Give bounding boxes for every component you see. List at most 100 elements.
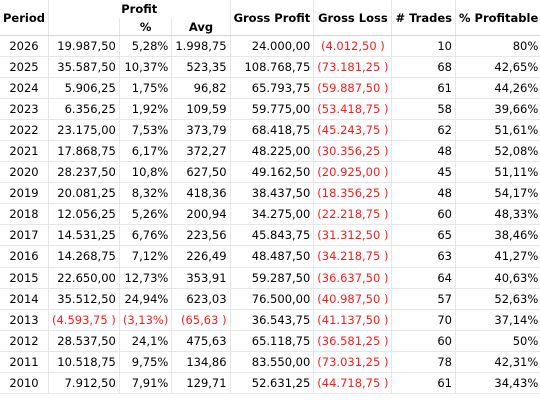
- cell-pct-profitable[interactable]: 41,27%: [455, 245, 540, 268]
- cell-profit[interactable]: 14.531,25: [48, 224, 120, 247]
- cell-pct-profitable[interactable]: 54,17%: [455, 182, 540, 205]
- cell-gross-profit[interactable]: 36.543,75: [230, 309, 315, 331]
- cell-trades[interactable]: 78: [391, 351, 456, 373]
- cell-pct-profitable[interactable]: 39,66%: [455, 98, 540, 121]
- cell-trades[interactable]: 10: [391, 35, 456, 58]
- cell-pct[interactable]: 10,8%: [119, 161, 173, 184]
- cell-pct[interactable]: 7,12%: [119, 245, 173, 268]
- cell-gross-profit[interactable]: 34.275,00: [230, 203, 315, 226]
- cell-trades[interactable]: 70: [391, 309, 456, 331]
- cell-gross-loss[interactable]: (36.637,50 ): [313, 267, 393, 289]
- cell-period[interactable]: 2011: [0, 351, 49, 373]
- cell-pct-profitable[interactable]: 48,33%: [455, 203, 540, 226]
- cell-avg[interactable]: 627,50: [171, 161, 231, 184]
- cell-pct-profitable[interactable]: 44,26%: [455, 77, 540, 100]
- cell-pct[interactable]: 1,92%: [119, 98, 173, 121]
- table-row[interactable]: 2013 (4.593,75 ) (3,13%) (65,63 ) 36.543,75(…: [0, 309, 540, 331]
- cell-trades[interactable]: 58: [391, 98, 456, 121]
- table-row[interactable]: 2015 22.650,00 12,73% 353,91 59.287,50 (36.63…: [0, 267, 540, 289]
- table-row[interactable]: 2024 5.906,25 1,75% 96,82 65.793,75 (59.887,5…: [0, 77, 540, 100]
- cell-pct-profitable[interactable]: 80%: [455, 35, 540, 58]
- cell-gross-loss[interactable]: (73.031,25 ): [313, 351, 393, 373]
- cell-gross-profit[interactable]: 38.437,50: [230, 182, 315, 205]
- cell-avg[interactable]: (65,63 ): [171, 309, 231, 331]
- cell-pct-profitable[interactable]: 51,11%: [455, 161, 540, 184]
- cell-period[interactable]: 2018: [0, 203, 49, 226]
- cell-gross-profit[interactable]: 48.225,00: [230, 140, 315, 163]
- header-trades[interactable]: # Trades: [391, 0, 456, 36]
- header-gross-profit[interactable]: Gross Profit: [230, 0, 315, 36]
- cell-trades[interactable]: 64: [391, 267, 456, 289]
- cell-pct-profitable[interactable]: 37,14%: [455, 309, 540, 331]
- cell-profit[interactable]: (4.593,75 ): [48, 309, 120, 331]
- cell-profit[interactable]: 35.512,50: [48, 288, 120, 310]
- cell-period[interactable]: 2026: [0, 35, 49, 58]
- cell-profit[interactable]: 22.650,00: [48, 267, 120, 289]
- cell-avg[interactable]: 1.998,75: [171, 35, 231, 58]
- cell-period[interactable]: 2024: [0, 77, 49, 100]
- cell-pct[interactable]: 8,32%: [119, 182, 173, 205]
- header-avg[interactable]: Avg: [171, 18, 231, 36]
- table-row[interactable]: 2017 14.531,25 6,76% 223,56 45.843,75 (31.312…: [0, 224, 540, 247]
- cell-avg[interactable]: 223,56: [171, 224, 231, 247]
- cell-period[interactable]: 2014: [0, 288, 49, 310]
- cell-trades[interactable]: 48: [391, 182, 456, 205]
- cell-pct-profitable[interactable]: 34,43%: [455, 372, 540, 394]
- cell-profit[interactable]: 14.268,75: [48, 245, 120, 268]
- cell-pct[interactable]: 7,53%: [119, 119, 173, 142]
- cell-period[interactable]: 2023: [0, 98, 49, 121]
- header-pct[interactable]: %: [119, 18, 173, 36]
- cell-pct[interactable]: 1,75%: [119, 77, 173, 100]
- cell-trades[interactable]: 65: [391, 224, 456, 247]
- cell-avg[interactable]: 373,79: [171, 119, 231, 142]
- cell-gross-profit[interactable]: 65.118,75: [230, 330, 315, 352]
- cell-avg[interactable]: 129,71: [171, 372, 231, 394]
- table-row[interactable]: 2010 7.912,50 7,91% 129,71 52.631,25 (44.718,…: [0, 372, 540, 394]
- cell-pct[interactable]: 24,1%: [119, 330, 173, 352]
- cell-gross-loss[interactable]: (31.312,50 ): [313, 224, 393, 247]
- cell-gross-loss[interactable]: (44.718,75 ): [313, 372, 393, 394]
- cell-gross-loss[interactable]: (73.181,25 ): [313, 56, 393, 79]
- cell-gross-loss[interactable]: (4.012,50 ): [313, 35, 393, 58]
- cell-profit[interactable]: 35.587,50: [48, 56, 120, 79]
- cell-pct[interactable]: 6,76%: [119, 224, 173, 247]
- cell-gross-profit[interactable]: 108.768,75: [230, 56, 315, 79]
- cell-trades[interactable]: 62: [391, 119, 456, 142]
- cell-trades[interactable]: 48: [391, 140, 456, 163]
- cell-profit[interactable]: 28.237,50: [48, 161, 120, 184]
- table-row[interactable]: 2020 28.237,50 10,8% 627,50 49.162,50 (20.925…: [0, 161, 540, 184]
- cell-period[interactable]: 2022: [0, 119, 49, 142]
- cell-pct-profitable[interactable]: 51,61%: [455, 119, 540, 142]
- cell-gross-profit[interactable]: 59.287,50: [230, 267, 315, 289]
- cell-period[interactable]: 2020: [0, 161, 49, 184]
- table-row[interactable]: 2012 28.537,50 24,1% 475,63 65.118,75 (36.581…: [0, 330, 540, 352]
- cell-pct[interactable]: 9,75%: [119, 351, 173, 373]
- cell-gross-profit[interactable]: 24.000,00: [230, 35, 315, 58]
- cell-gross-loss[interactable]: (36.581,25 ): [313, 330, 393, 352]
- cell-pct-profitable[interactable]: 42,65%: [455, 56, 540, 79]
- cell-trades[interactable]: 61: [391, 77, 456, 100]
- cell-avg[interactable]: 226,49: [171, 245, 231, 268]
- cell-pct[interactable]: 5,26%: [119, 203, 173, 226]
- cell-period[interactable]: 2010: [0, 372, 49, 394]
- cell-pct[interactable]: 7,91%: [119, 372, 173, 394]
- cell-profit[interactable]: 6.356,25: [48, 98, 120, 121]
- cell-pct[interactable]: 5,28%: [119, 35, 173, 58]
- cell-profit[interactable]: 17.868,75: [48, 140, 120, 163]
- table-row[interactable]: 2022 23.175,00 7,53% 373,79 68.418,75 (45.243…: [0, 119, 540, 142]
- cell-profit[interactable]: 5.906,25: [48, 77, 120, 100]
- cell-gross-loss[interactable]: (45.243,75 ): [313, 119, 393, 142]
- cell-gross-profit[interactable]: 45.843,75: [230, 224, 315, 247]
- cell-trades[interactable]: 68: [391, 56, 456, 79]
- cell-trades[interactable]: 61: [391, 372, 456, 394]
- cell-profit[interactable]: 7.912,50: [48, 372, 120, 394]
- cell-gross-loss[interactable]: (18.356,25 ): [313, 182, 393, 205]
- table-row[interactable]: 2016 14.268,75 7,12% 226,49 48.487,50 (34.218…: [0, 245, 540, 268]
- cell-pct[interactable]: 6,17%: [119, 140, 173, 163]
- cell-trades[interactable]: 45: [391, 161, 456, 184]
- cell-gross-profit[interactable]: 59.775,00: [230, 98, 315, 121]
- cell-avg[interactable]: 109,59: [171, 98, 231, 121]
- cell-profit[interactable]: 28.537,50: [48, 330, 120, 352]
- cell-gross-loss[interactable]: (30.356,25 ): [313, 140, 393, 163]
- header-period[interactable]: Period: [0, 0, 49, 36]
